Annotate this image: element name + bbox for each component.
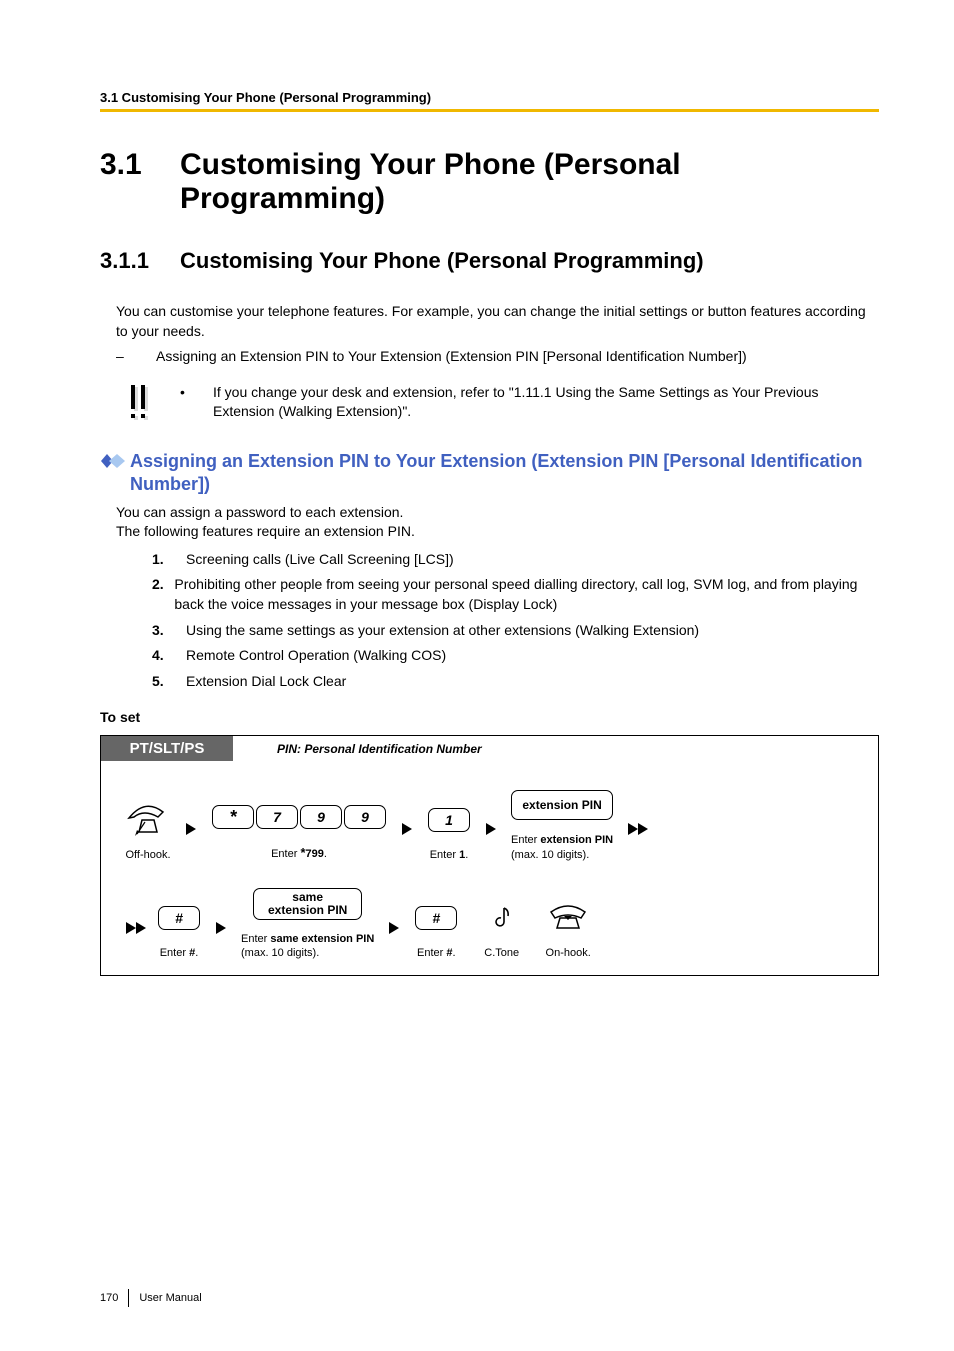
step-label: Off-hook.: [125, 848, 170, 862]
dial-keys: * 7 9 9: [211, 797, 387, 837]
note-text: If you change your desk and extension, r…: [213, 383, 879, 422]
tone-icon: [492, 898, 512, 938]
section-title: 3.1 Customising Your Phone (Personal Pro…: [100, 148, 879, 216]
item-number: 1.: [152, 550, 186, 570]
key-hash: #: [158, 906, 200, 930]
section-title-line2: Programming): [180, 182, 385, 215]
continue-arrow-icon: [125, 921, 147, 935]
link-heading-text: Assigning an Extension PIN to Your Exten…: [130, 450, 879, 497]
step-label: Enter extension PIN (max. 10 digits).: [511, 833, 613, 862]
header-rule: [100, 109, 879, 112]
intro-sublist: – Assigning an Extension PIN to Your Ext…: [116, 347, 879, 367]
subsection-title-text: Customising Your Phone (Personal Program…: [180, 248, 704, 274]
step-label: Enter *799.: [271, 845, 327, 862]
section-title-line1: Customising Your Phone (Personal: [180, 148, 681, 181]
step-label: On-hook.: [546, 946, 591, 960]
list-item: 1. Screening calls (Live Call Screening …: [152, 550, 879, 570]
section-number: 3.1: [100, 148, 180, 216]
list-item: 2. Prohibiting other people from seeing …: [152, 575, 879, 614]
procedure-caption: PIN: Personal Identification Number: [277, 742, 482, 756]
onhook-icon: [545, 898, 591, 938]
intro-dash: –: [116, 347, 156, 367]
arrow-icon: [388, 921, 400, 935]
item-text: Screening calls (Live Call Screening [LC…: [186, 550, 454, 570]
arrow-icon: [215, 921, 227, 935]
key-7: 7: [256, 805, 298, 829]
key-star: *: [212, 805, 254, 829]
list-item: 4. Remote Control Operation (Walking COS…: [152, 646, 879, 666]
item-number: 2.: [152, 575, 174, 614]
item-text: Extension Dial Lock Clear: [186, 672, 346, 692]
key-hash-2: #: [415, 906, 457, 930]
breadcrumb: 3.1 Customising Your Phone (Personal Pro…: [100, 90, 879, 105]
intro-sub-text: Assigning an Extension PIN to Your Exten…: [156, 347, 747, 367]
info-icon: [128, 383, 156, 426]
key-1: 1: [428, 808, 470, 832]
intro-paragraph: You can customise your telephone feature…: [116, 302, 879, 341]
footer-divider: [128, 1289, 129, 1307]
arrow-icon: [185, 822, 197, 836]
note-block: • If you change your desk and extension,…: [128, 383, 879, 426]
arrow-icon: [485, 822, 497, 836]
footer: 170 User Manual: [100, 1289, 202, 1307]
offhook-icon: [125, 800, 171, 840]
footer-title: User Manual: [139, 1292, 201, 1304]
numbered-list: 1. Screening calls (Live Call Screening …: [152, 550, 879, 692]
step-label: Enter same extension PIN (max. 10 digits…: [241, 932, 374, 961]
step-label: Enter 1.: [430, 848, 469, 862]
key-9b: 9: [344, 805, 386, 829]
item-number: 5.: [152, 672, 186, 692]
procedure-box: PT/SLT/PS PIN: Personal Identification N…: [100, 735, 879, 975]
list-item: 3. Using the same settings as your exten…: [152, 621, 879, 641]
arrow-icon: [401, 822, 413, 836]
paragraph: The following features require an extens…: [116, 522, 879, 542]
page-number: 170: [100, 1292, 118, 1304]
step-label: C.Tone: [484, 946, 519, 960]
item-text: Prohibiting other people from seeing you…: [174, 575, 879, 614]
key-same-extension-pin: same extension PIN: [253, 888, 362, 920]
item-number: 3.: [152, 621, 186, 641]
list-item: 5. Extension Dial Lock Clear: [152, 672, 879, 692]
step-label: Enter #.: [417, 946, 456, 960]
key-9: 9: [300, 805, 342, 829]
paragraph: You can assign a password to each extens…: [116, 503, 879, 523]
link-heading: Assigning an Extension PIN to Your Exten…: [100, 450, 879, 497]
key-extension-pin: extension PIN: [511, 790, 612, 820]
procedure-tab: PT/SLT/PS: [101, 736, 233, 761]
step-label: Enter #.: [160, 946, 199, 960]
item-text: Remote Control Operation (Walking COS): [186, 646, 446, 666]
to-set-heading: To set: [100, 709, 879, 725]
item-number: 4.: [152, 646, 186, 666]
item-text: Using the same settings as your extensio…: [186, 621, 699, 641]
continue-arrow-icon: [627, 822, 649, 836]
subsection-title: 3.1.1 Customising Your Phone (Personal P…: [100, 248, 879, 274]
diamond-icon: [100, 452, 130, 475]
subsection-number: 3.1.1: [100, 248, 180, 274]
note-bullet: •: [176, 383, 213, 422]
